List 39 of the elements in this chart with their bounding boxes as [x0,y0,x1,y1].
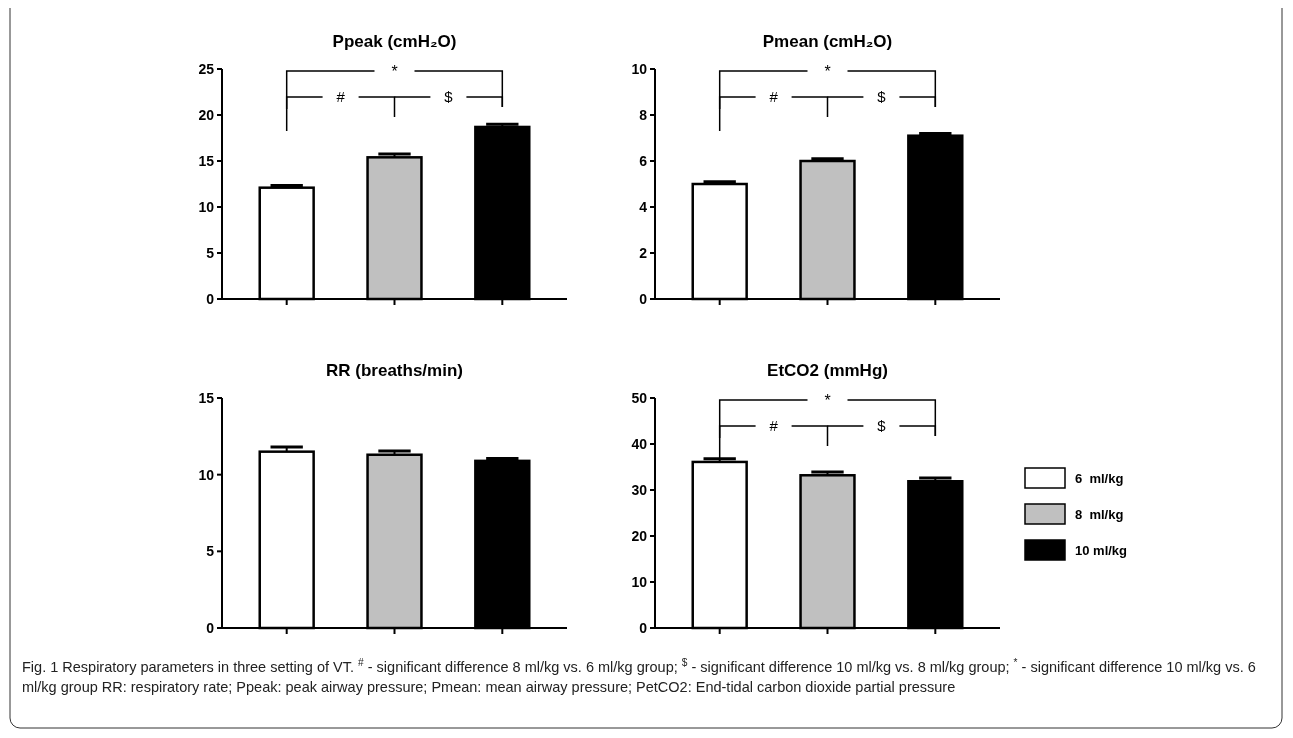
y-tick-label: 5 [206,244,215,261]
annotation: $ [877,88,887,106]
text: Fig. 1 Respiratory parameters in three setting of VT. $^{#}$ - significant difference 8 ml/kg vs. 6 ml/kg group; $^{$}$ - significant difference 10 ml/kg vs. 8 ml/kg group; $^{*}$ - significant difference 10 ml/kg vs. 6 ml/kg group RR: respiratory rate; Ppeak: peak airway pressure; Pmean: mean airway pressure; PetCO2: End-tidal carbon dioxide partial pressure [22,657,1256,695]
y-tick-label: 10 [631,573,648,590]
y-tick-label: 0 [639,619,648,636]
annotation: * [824,392,831,409]
y-tick-label: 20 [198,106,215,123]
y-tick-label: 0 [206,290,215,307]
legend-label: 6 ml/kg [1075,470,1124,486]
y-tick-label: 10 [631,60,648,77]
chart-title: EtCO2 (mmHg) [767,361,888,380]
legend-label: 8 ml/kg [1075,506,1124,522]
y-tick-label: 20 [631,527,648,544]
y-tick-label: 0 [206,619,215,636]
y-tick-label: 6 [639,152,648,169]
y-tick-label: 15 [198,152,215,169]
chart-title: RR (breaths/min) [326,361,463,380]
y-tick-label: 40 [631,435,648,452]
y-tick-label: 50 [631,389,648,406]
annotation: $ [877,417,887,435]
annotation: # [769,88,779,106]
y-tick-label: 5 [206,543,215,560]
y-tick-label: 10 [198,466,215,483]
y-tick-label: 4 [639,198,648,215]
y-tick-label: 15 [198,389,215,406]
annotation: $ [444,88,454,106]
legend-label: 10 ml/kg [1075,542,1128,558]
annotation: * [391,63,398,80]
y-tick-label: 8 [639,106,648,123]
annotation: # [336,88,346,106]
y-tick-label: 2 [639,244,648,261]
annotation: # [769,417,779,435]
chart-title: Ppeak (cmH₂O) [332,32,457,51]
annotation: * [824,63,831,80]
chart-title: Pmean (cmH₂O) [762,32,893,51]
y-tick-label: 25 [198,60,215,77]
y-tick-label: 10 [198,198,215,215]
y-tick-label: 0 [639,290,648,307]
y-tick-label: 30 [631,481,648,498]
